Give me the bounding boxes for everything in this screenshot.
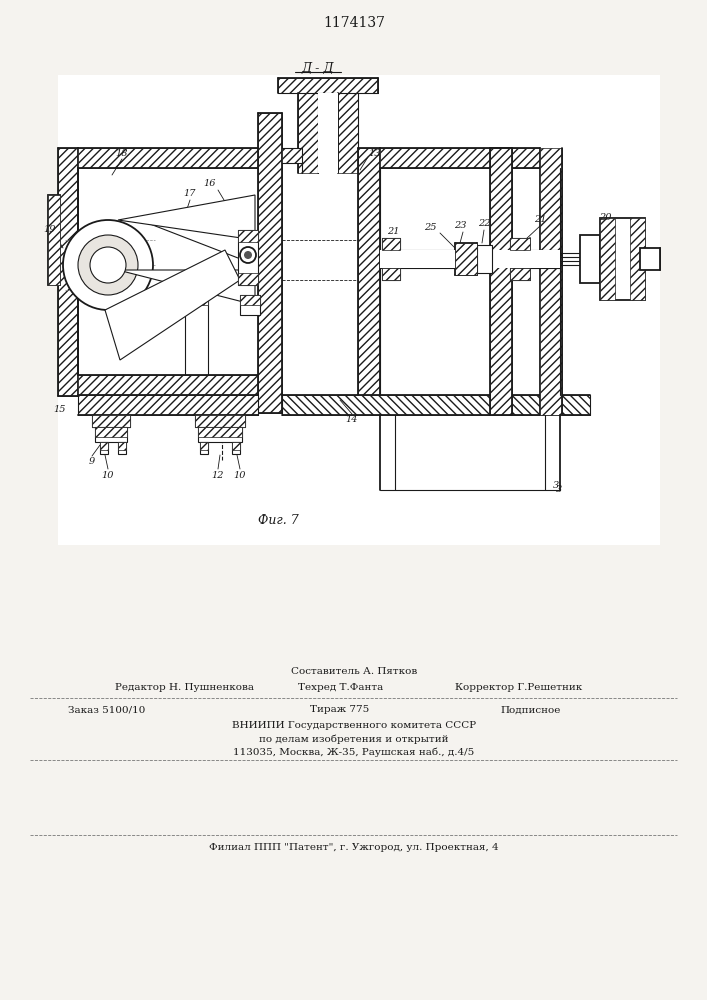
Text: 1174137: 1174137 <box>323 16 385 30</box>
Circle shape <box>244 251 252 259</box>
Bar <box>278 78 378 93</box>
Bar <box>282 148 302 163</box>
Bar <box>100 442 108 450</box>
Bar <box>640 248 660 270</box>
Text: 25: 25 <box>423 223 436 232</box>
Bar <box>238 273 258 285</box>
Bar <box>338 93 358 173</box>
Bar <box>92 415 130 427</box>
Text: 3: 3 <box>553 481 559 489</box>
Bar <box>198 427 242 437</box>
Text: Заказ 5100/10: Заказ 5100/10 <box>68 706 146 714</box>
Text: Д - Д: Д - Д <box>302 62 334 75</box>
Bar <box>78 148 258 168</box>
Text: 23: 23 <box>454 222 466 231</box>
Bar <box>318 93 338 173</box>
Bar <box>48 195 60 285</box>
Circle shape <box>63 220 153 310</box>
Circle shape <box>240 247 256 263</box>
Bar <box>477 245 492 273</box>
Text: 15: 15 <box>54 406 66 414</box>
Text: 19: 19 <box>44 226 57 234</box>
Text: Составитель А. Пятков: Составитель А. Пятков <box>291 668 417 676</box>
Text: Фиг. 7: Фиг. 7 <box>258 514 299 526</box>
Text: 17: 17 <box>184 188 197 198</box>
Bar <box>195 415 245 427</box>
Bar <box>455 243 477 275</box>
Text: 21: 21 <box>534 216 547 225</box>
Bar <box>95 427 127 437</box>
Bar <box>540 148 562 415</box>
Text: 10: 10 <box>234 471 246 480</box>
Circle shape <box>78 235 138 295</box>
Bar <box>195 415 245 427</box>
Text: 22: 22 <box>478 220 490 229</box>
Polygon shape <box>118 270 255 305</box>
Text: Техред Т.Фанта: Техред Т.Фанта <box>298 684 383 692</box>
Bar <box>200 442 208 454</box>
Polygon shape <box>105 250 240 360</box>
Bar <box>95 427 127 442</box>
Bar <box>185 295 208 305</box>
Bar <box>78 395 258 415</box>
Bar <box>510 268 530 280</box>
Text: 10: 10 <box>102 471 115 480</box>
Bar <box>382 238 400 250</box>
Bar <box>198 427 242 442</box>
Bar <box>200 442 208 450</box>
Bar <box>358 148 380 413</box>
Text: 113035, Москва, Ж-35, Раушская наб., д.4/5: 113035, Москва, Ж-35, Раушская наб., д.4… <box>233 747 474 757</box>
Bar <box>382 268 400 280</box>
Text: Подписное: Подписное <box>500 706 561 714</box>
Bar <box>380 148 540 168</box>
Text: 13: 13 <box>368 148 380 157</box>
Text: 14: 14 <box>346 416 358 424</box>
Bar <box>258 113 282 413</box>
Bar <box>238 230 258 242</box>
Text: 12: 12 <box>212 471 224 480</box>
Text: 20: 20 <box>599 214 612 223</box>
Bar <box>600 218 645 300</box>
Text: Филиал ППП "Патент", г. Ужгород, ул. Проектная, 4: Филиал ППП "Патент", г. Ужгород, ул. Про… <box>209 844 499 852</box>
Bar <box>92 415 130 427</box>
Bar <box>118 442 126 450</box>
Bar <box>232 442 240 450</box>
Bar <box>118 442 126 454</box>
Text: Тираж 775: Тираж 775 <box>310 706 369 714</box>
Bar <box>580 235 600 283</box>
Bar <box>100 442 108 454</box>
Bar <box>490 148 512 415</box>
Bar <box>630 218 645 300</box>
Bar <box>282 395 590 415</box>
Bar <box>232 442 240 454</box>
Text: 18: 18 <box>116 148 128 157</box>
Text: Корректор Г.Решетник: Корректор Г.Решетник <box>455 684 583 692</box>
Text: 3: 3 <box>556 486 562 494</box>
Bar <box>380 250 560 268</box>
Bar <box>58 75 660 545</box>
Text: Редактор Н. Пушненкова: Редактор Н. Пушненкова <box>115 684 254 692</box>
Text: 16: 16 <box>204 178 216 188</box>
Polygon shape <box>118 195 255 240</box>
Text: 21: 21 <box>387 228 399 236</box>
Bar <box>240 295 260 315</box>
Bar <box>238 230 258 285</box>
Bar <box>510 238 530 250</box>
Bar <box>380 168 560 395</box>
Bar <box>240 295 260 305</box>
Bar <box>78 375 258 395</box>
Bar <box>78 168 258 375</box>
Text: ВНИИПИ Государственного комитета СССР: ВНИИПИ Государственного комитета СССР <box>232 722 476 730</box>
Text: 9: 9 <box>89 458 95 466</box>
Circle shape <box>90 247 126 283</box>
Text: по делам изобретения и открытий: по делам изобретения и открытий <box>259 734 449 744</box>
Bar <box>298 93 318 173</box>
Bar <box>600 218 615 300</box>
Bar <box>58 148 78 396</box>
Bar <box>48 195 60 285</box>
